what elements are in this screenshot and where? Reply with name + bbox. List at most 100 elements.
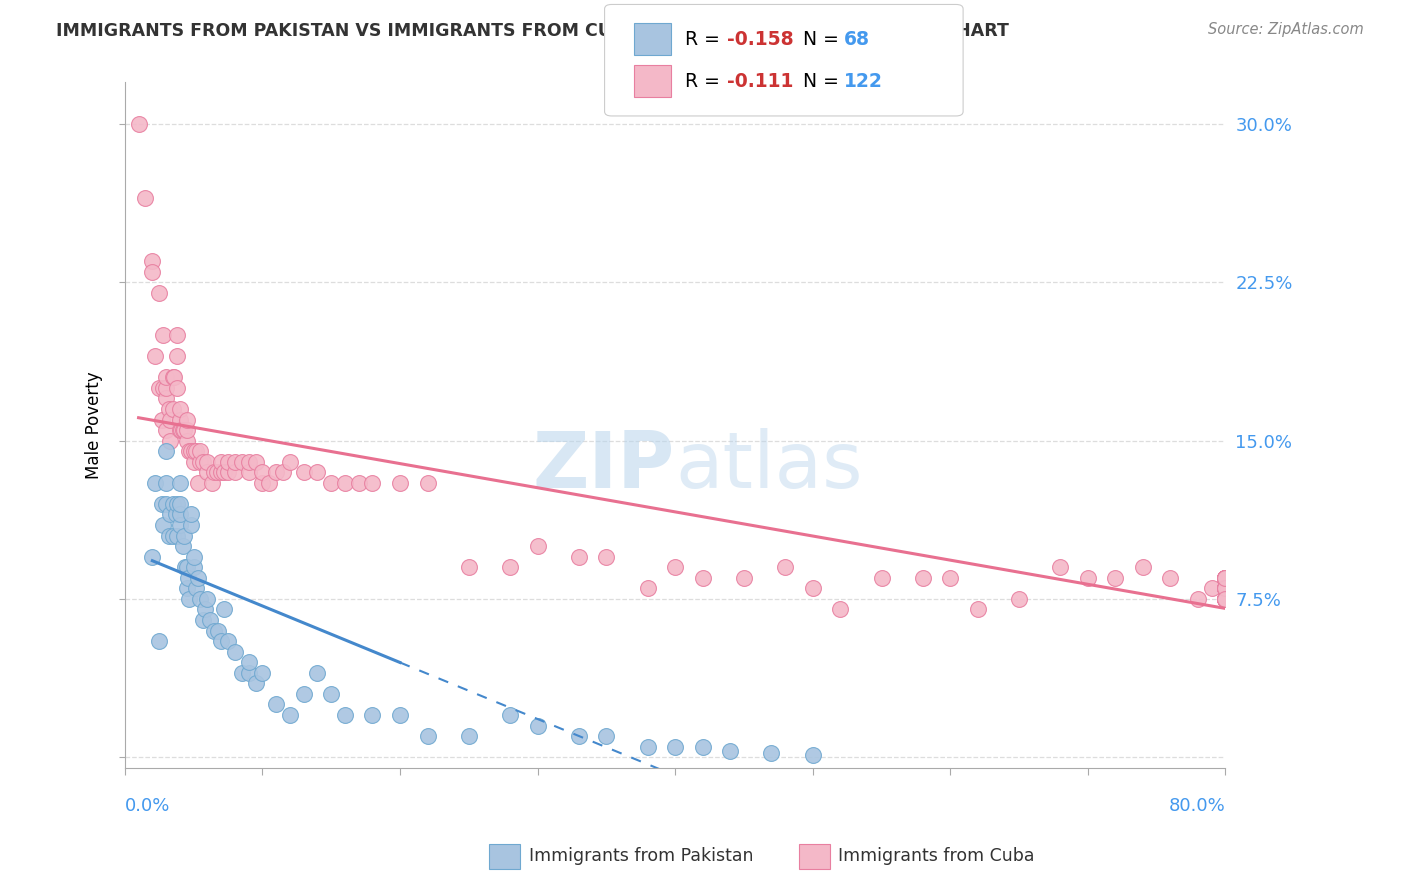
Point [1201, 582, 1223, 596]
Point [169, 475, 191, 490]
Point [245, 455, 267, 469]
Point [183, 444, 205, 458]
Point [166, 328, 188, 343]
Text: -0.111: -0.111 [727, 71, 793, 91]
Point [664, 739, 686, 754]
Point [1104, 571, 1126, 585]
Point [347, 475, 370, 490]
Point [165, 508, 187, 522]
Point [1049, 560, 1071, 574]
Point [155, 475, 177, 490]
Point [150, 497, 173, 511]
Point [292, 465, 315, 479]
Point [388, 475, 411, 490]
Point [162, 370, 184, 384]
Point [212, 465, 235, 479]
Point [1215, 582, 1237, 596]
Point [733, 571, 755, 585]
Point [1215, 591, 1237, 606]
Text: -0.158: -0.158 [727, 29, 793, 49]
Point [526, 539, 548, 553]
Point [190, 444, 212, 458]
Point [217, 634, 239, 648]
Point [141, 265, 163, 279]
Point [238, 455, 260, 469]
Point [166, 349, 188, 363]
Point [245, 676, 267, 690]
Point [173, 423, 195, 437]
Point [193, 613, 215, 627]
Point [1215, 582, 1237, 596]
Point [264, 465, 287, 479]
Point [321, 475, 343, 490]
Point [180, 518, 202, 533]
Point [207, 624, 229, 638]
Point [278, 455, 301, 469]
Point [195, 455, 218, 469]
Point [176, 560, 198, 574]
Point [162, 401, 184, 416]
Point [155, 392, 177, 406]
Point [278, 708, 301, 723]
Point [162, 528, 184, 542]
Text: R =: R = [685, 29, 725, 49]
Point [224, 645, 246, 659]
Point [292, 687, 315, 701]
Point [1215, 571, 1237, 585]
Point [692, 571, 714, 585]
Point [361, 708, 384, 723]
Point [1215, 582, 1237, 596]
Point [595, 549, 617, 564]
Point [194, 602, 217, 616]
Point [1187, 591, 1209, 606]
Point [252, 665, 274, 680]
Point [307, 465, 329, 479]
Point [170, 423, 193, 437]
Point [1215, 582, 1237, 596]
Point [176, 412, 198, 426]
Text: R =: R = [685, 71, 725, 91]
Point [183, 455, 205, 469]
Point [176, 423, 198, 437]
Point [209, 465, 232, 479]
Point [911, 571, 934, 585]
Point [187, 475, 209, 490]
Point [155, 370, 177, 384]
Point [1215, 582, 1237, 596]
Point [172, 539, 194, 553]
Point [143, 349, 166, 363]
Text: Immigrants from Cuba: Immigrants from Cuba [838, 847, 1035, 865]
Point [416, 475, 439, 490]
Point [143, 475, 166, 490]
Point [966, 602, 988, 616]
Point [190, 591, 212, 606]
Point [761, 746, 783, 760]
Point [238, 655, 260, 669]
Point [148, 285, 170, 300]
Point [252, 465, 274, 479]
Point [1215, 571, 1237, 585]
Point [150, 412, 173, 426]
Point [152, 328, 174, 343]
Point [212, 602, 235, 616]
Point [333, 475, 356, 490]
Point [568, 549, 591, 564]
Point [166, 381, 188, 395]
Point [141, 254, 163, 268]
Point [174, 560, 197, 574]
Point [190, 455, 212, 469]
Point [224, 465, 246, 479]
Point [141, 549, 163, 564]
Point [179, 591, 201, 606]
Point [169, 497, 191, 511]
Point [1215, 571, 1237, 585]
Point [1215, 591, 1237, 606]
Point [773, 560, 796, 574]
Point [692, 739, 714, 754]
Point [179, 444, 201, 458]
Text: Source: ZipAtlas.com: Source: ZipAtlas.com [1208, 22, 1364, 37]
Point [939, 571, 962, 585]
Point [224, 455, 246, 469]
Text: ZIP: ZIP [533, 428, 675, 504]
Point [169, 423, 191, 437]
